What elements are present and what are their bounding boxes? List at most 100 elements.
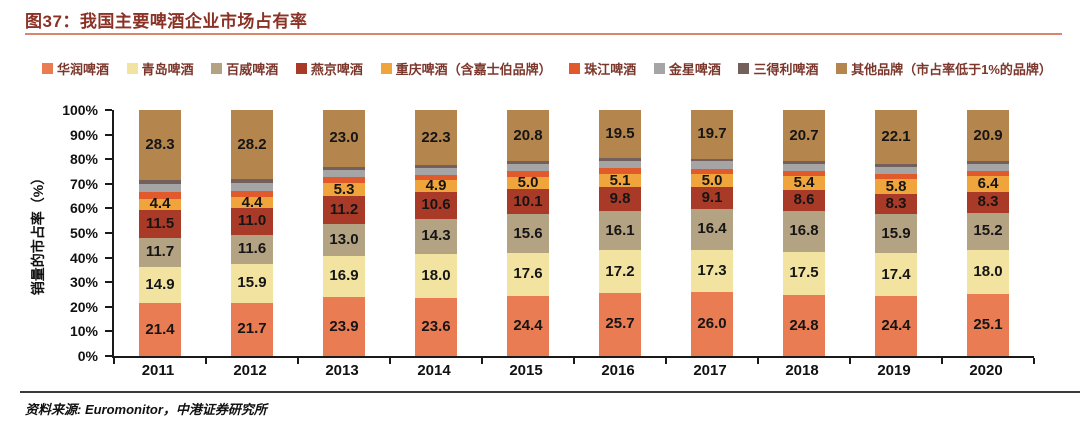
bar-segment: 11.6 xyxy=(231,234,273,264)
bar-segment: 23.0 xyxy=(323,110,365,167)
legend-marker-icon xyxy=(738,63,750,74)
y-axis-ticks: 100% 90% 80% 70% 60% 50% 40% 30% 20% 10% 0% xyxy=(40,102,106,364)
bar-segment: 5.4 xyxy=(783,175,825,190)
legend-marker-icon xyxy=(653,63,665,74)
bar-group: 25.7 17.2 16.1 9.8 5.1 19.5 xyxy=(574,110,666,356)
data-label: 4.4 xyxy=(149,195,171,213)
x-axis-labels: 2011 2012 2013 2014 2015 2016 2017 2018 2019 2020 xyxy=(112,362,1032,379)
y-tick-mark xyxy=(105,109,112,111)
data-label: 11.0 xyxy=(237,212,267,230)
y-tick-mark xyxy=(105,305,112,308)
data-label: 16.4 xyxy=(697,220,727,238)
data-label: 21.7 xyxy=(237,320,267,338)
y-tick-label: 100% xyxy=(62,102,98,118)
bar-segment: 11.7 xyxy=(139,237,181,267)
bar-group: 24.4 17.4 15.9 8.3 5.8 22.1 xyxy=(850,110,942,356)
data-label: 25.7 xyxy=(605,315,635,333)
bar-segment: 8.3 xyxy=(875,193,917,215)
bar-segment xyxy=(231,179,273,183)
bar-segment: 26.0 xyxy=(691,292,733,356)
bar-segment: 5.8 xyxy=(875,179,917,194)
stacked-bar: 26.0 17.3 16.4 9.1 5.0 19.7 xyxy=(691,110,733,356)
data-label: 5.1 xyxy=(609,171,631,189)
bar-segment: 18.0 xyxy=(415,253,457,298)
data-label: 13.0 xyxy=(329,230,359,248)
figure-title: 图37：我国主要啤酒企业市场占有率 xyxy=(25,12,308,31)
bar-segment: 20.8 xyxy=(507,110,549,162)
bar-segment: 20.9 xyxy=(967,110,1009,162)
data-label: 24.4 xyxy=(881,316,911,334)
y-tick-mark xyxy=(105,207,112,210)
bar-segment: 23.6 xyxy=(415,297,457,356)
y-tick-label: 40% xyxy=(69,249,98,266)
bar-segment xyxy=(967,161,1009,165)
x-axis-label: 2011 xyxy=(141,362,175,379)
x-axis-label: 2012 xyxy=(233,362,267,379)
data-label: 10.6 xyxy=(421,196,451,214)
bar-segment: 17.5 xyxy=(783,251,825,295)
bar-segment: 16.8 xyxy=(783,210,825,252)
legend-item: 三得利啤酒 xyxy=(738,59,819,78)
data-label: 20.9 xyxy=(973,126,1003,144)
stacked-bar: 21.4 14.9 11.7 11.5 4.4 28.3 xyxy=(139,110,181,356)
stacked-bar: 23.6 18.0 14.3 10.6 4.9 22.3 xyxy=(415,110,457,356)
x-tick-mark xyxy=(113,358,115,364)
legend-item: 燕京啤酒 xyxy=(295,59,363,78)
data-label: 17.2 xyxy=(605,262,635,280)
y-tick-mark xyxy=(105,182,112,185)
y-tick-label: 90% xyxy=(69,126,98,143)
bar-segment: 11.2 xyxy=(323,196,365,224)
legend-marker-icon xyxy=(836,63,848,74)
bar-segment: 25.7 xyxy=(599,292,641,356)
bars-container: 21.4 14.9 11.7 11.5 4.4 28.3 21.7 15.9 11.6 11.0 4… xyxy=(114,110,1034,356)
bar-segment: 24.4 xyxy=(875,295,917,356)
legend-item: 其他品牌（市占率低于1%的品牌） xyxy=(836,59,1052,78)
bar-segment: 4.4 xyxy=(139,196,181,211)
bar-group: 24.8 17.5 16.8 8.6 5.4 20.7 xyxy=(758,110,850,356)
y-tick-label: 80% xyxy=(69,151,98,168)
y-tick-mark xyxy=(105,232,112,234)
data-label: 28.2 xyxy=(237,135,267,153)
bar-segment xyxy=(323,177,365,184)
bar-segment: 22.3 xyxy=(415,110,457,165)
bar-segment: 13.0 xyxy=(323,223,365,256)
stacked-bar: 21.7 15.9 11.6 11.0 4.4 28.2 xyxy=(231,110,273,356)
bar-segment: 16.1 xyxy=(599,210,641,251)
x-tick-mark xyxy=(665,358,667,364)
bar-group: 21.4 14.9 11.7 11.5 4.4 28.3 xyxy=(114,110,206,356)
bar-segment: 21.4 xyxy=(139,303,181,356)
y-tick-mark xyxy=(105,256,112,259)
bar-segment xyxy=(691,158,733,162)
bar-segment: 17.6 xyxy=(507,252,549,296)
x-tick-mark xyxy=(941,358,943,364)
bar-segment: 5.1 xyxy=(599,173,641,188)
bar-segment: 9.1 xyxy=(691,186,733,210)
legend-label: 燕京啤酒 xyxy=(310,62,363,77)
x-tick-mark xyxy=(481,358,483,364)
y-tick-label: 20% xyxy=(69,298,98,315)
bar-segment: 8.6 xyxy=(783,189,825,211)
data-label: 11.7 xyxy=(145,243,175,261)
bar-segment: 24.8 xyxy=(783,295,825,356)
data-label: 16.1 xyxy=(605,221,635,239)
x-axis-label: 2013 xyxy=(325,362,359,379)
x-axis-label: 2016 xyxy=(601,362,635,379)
legend-marker-icon xyxy=(569,63,581,74)
bar-segment xyxy=(415,167,457,175)
data-label: 11.2 xyxy=(329,200,359,218)
stacked-bar: 24.8 17.5 16.8 8.6 5.4 20.7 xyxy=(783,110,825,356)
legend-item: 华润啤酒 xyxy=(42,59,109,78)
x-tick-mark xyxy=(297,358,299,364)
title-underline xyxy=(25,33,1062,35)
bar-segment: 4.9 xyxy=(415,178,457,193)
data-label: 5.4 xyxy=(793,173,815,191)
data-label: 11.6 xyxy=(237,240,267,258)
bar-segment: 28.3 xyxy=(139,110,181,180)
y-tick-label: 0% xyxy=(77,348,98,364)
bar-segment xyxy=(139,179,181,184)
bar-segment: 17.4 xyxy=(875,253,917,296)
bar-segment: 16.4 xyxy=(691,209,733,250)
y-tick-label: 50% xyxy=(69,225,98,241)
y-tick-mark xyxy=(105,133,112,136)
data-label: 23.9 xyxy=(329,317,359,335)
